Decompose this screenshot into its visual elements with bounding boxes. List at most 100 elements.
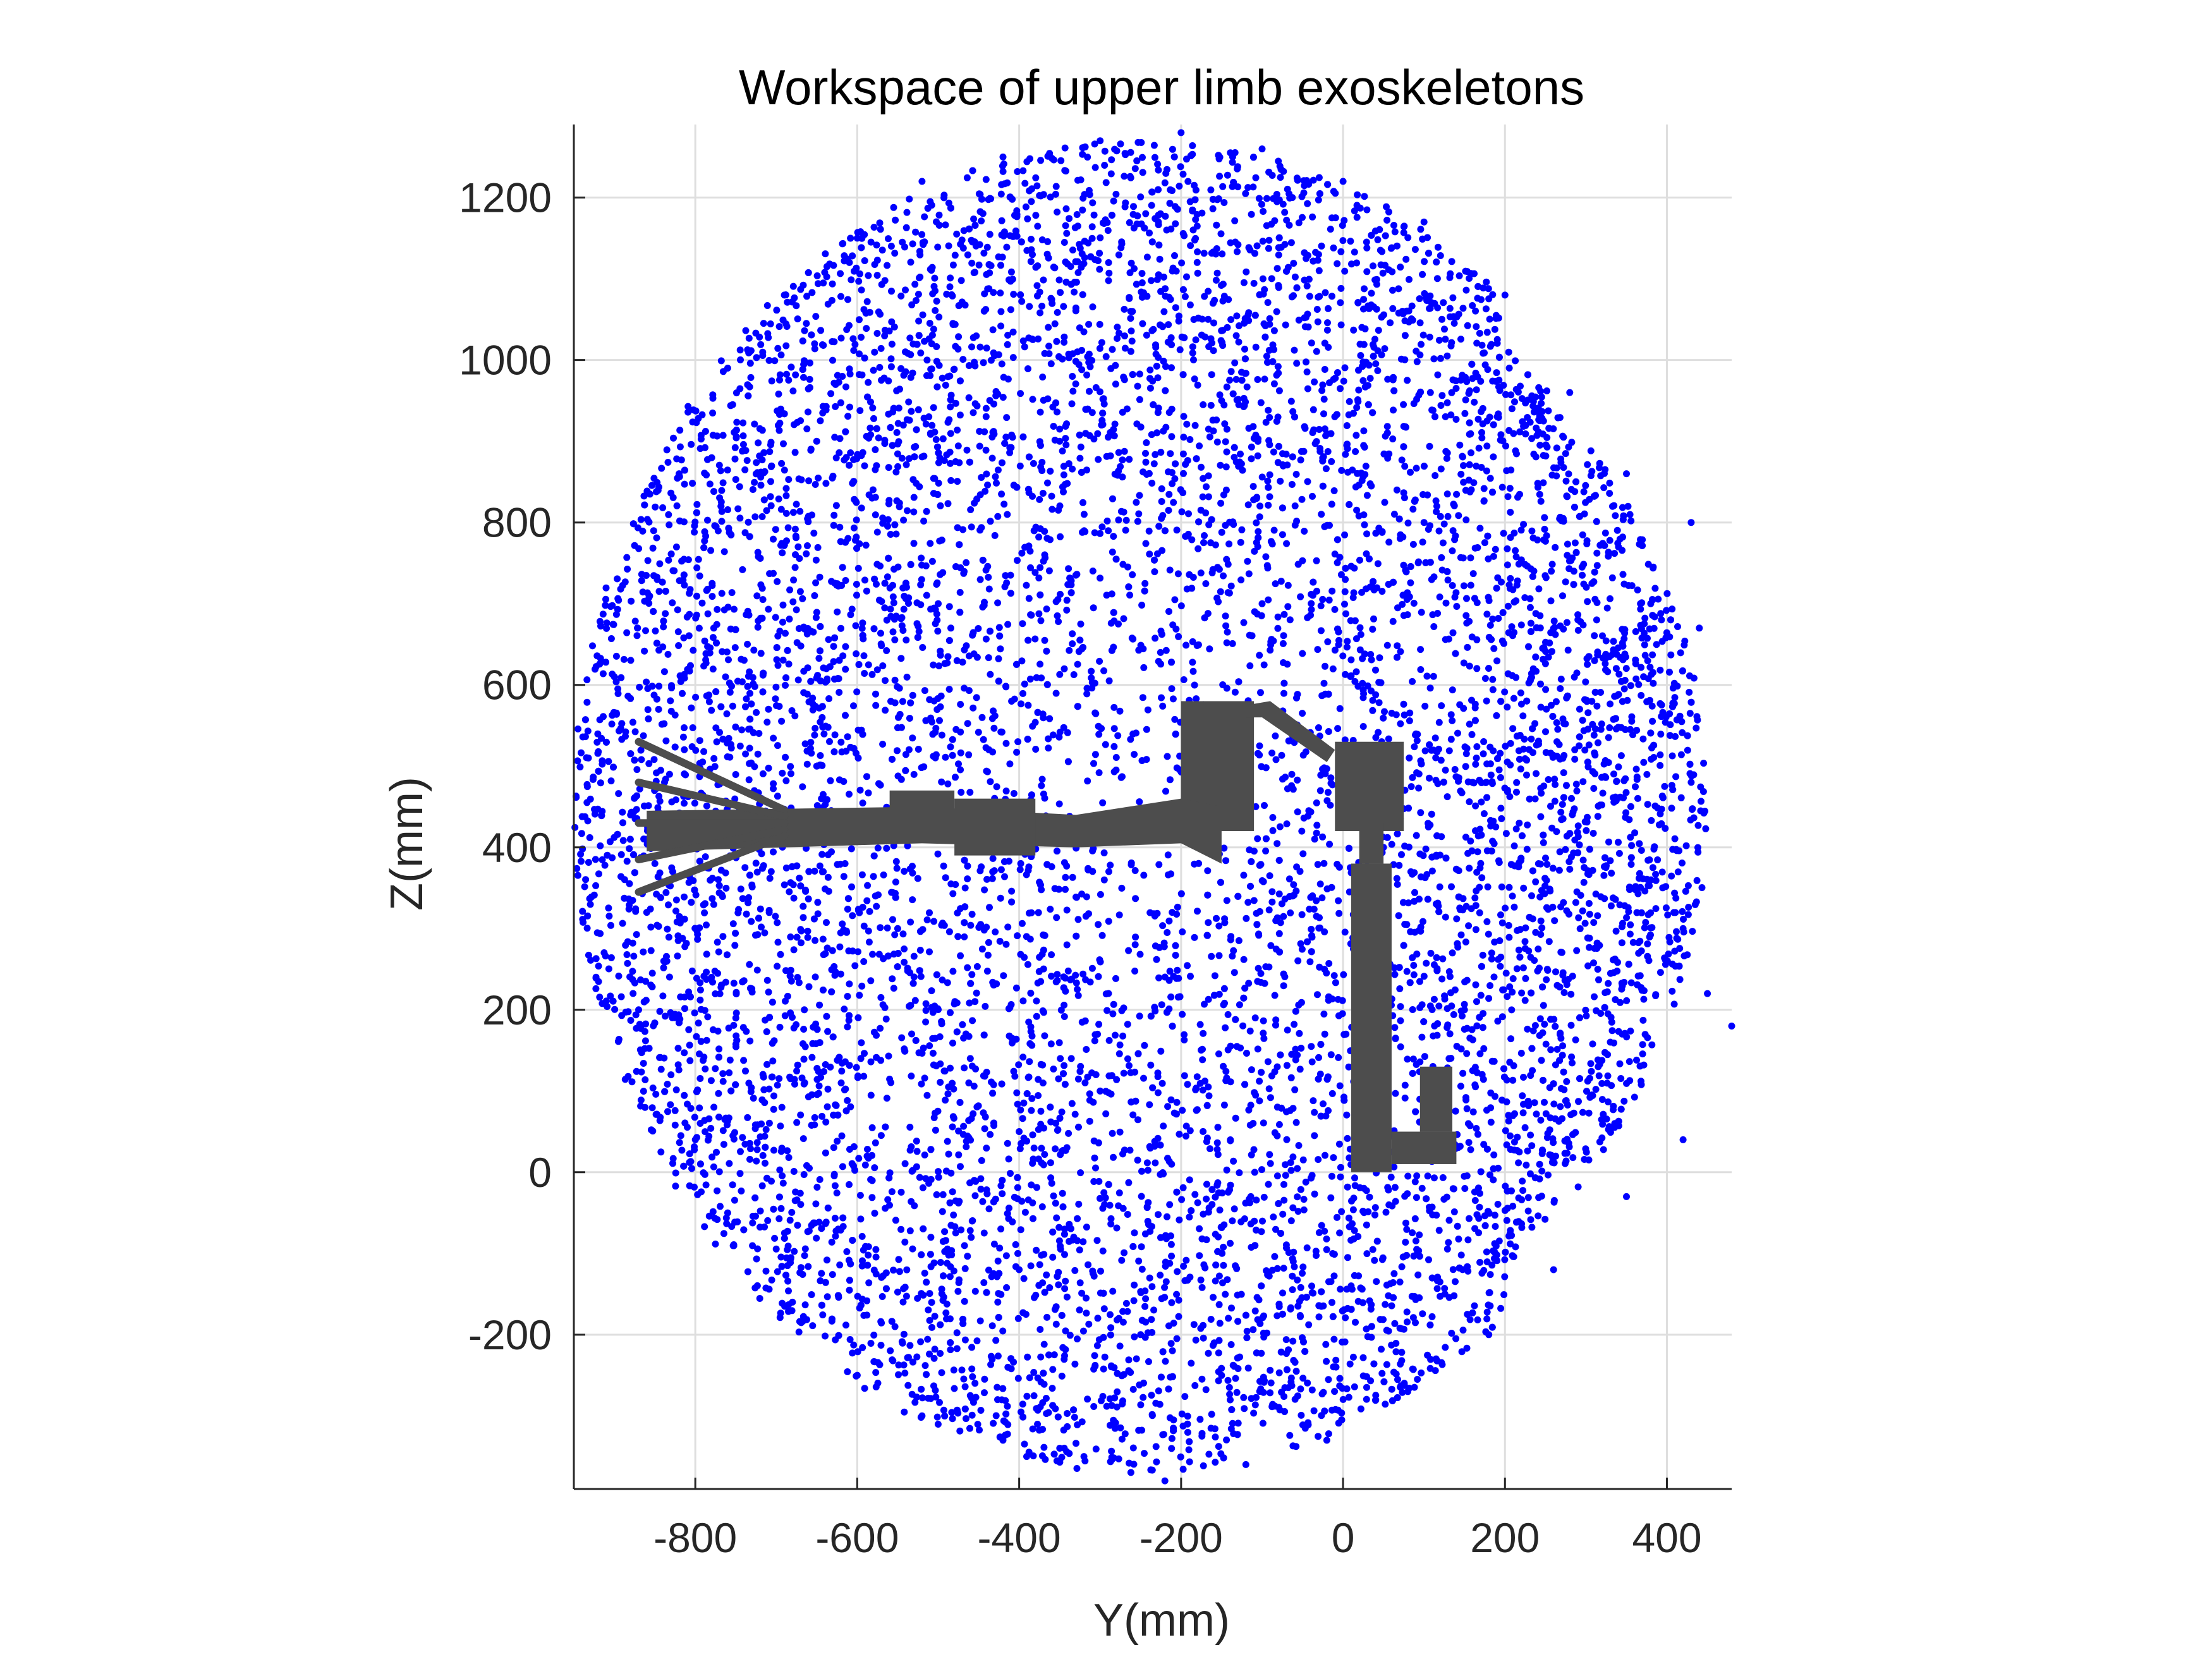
data-point [1452,1335,1460,1342]
data-point [619,808,626,816]
data-point [1342,576,1349,583]
data-point [577,851,585,858]
data-point [969,631,976,639]
data-point [932,620,939,628]
data-point [787,763,794,770]
data-point [1619,571,1627,578]
data-point [596,716,604,724]
data-point [722,673,729,681]
data-point [1674,868,1682,876]
data-point [786,616,793,623]
data-point [890,1267,897,1274]
data-point [1030,459,1037,467]
data-point [889,442,896,449]
data-point [745,334,753,342]
data-point [762,1126,770,1133]
data-point [641,647,648,655]
data-point [796,588,804,595]
data-point [983,344,990,352]
data-point [1273,265,1281,272]
data-point [1225,540,1233,548]
data-point [872,1246,880,1253]
data-point [940,191,948,199]
data-point [1079,1238,1087,1246]
data-point [1449,376,1457,384]
data-point [667,1071,675,1079]
data-point [1012,1241,1019,1248]
data-point [1235,338,1243,346]
data-point [1097,530,1104,537]
data-point [1387,245,1395,252]
data-point [1198,1375,1206,1383]
data-point [745,1079,753,1087]
data-point [1035,533,1043,541]
data-point [1292,471,1300,478]
data-point [1552,968,1559,976]
data-point [1255,528,1262,535]
data-point [1161,1477,1169,1485]
data-point [1407,783,1415,791]
data-point [1462,286,1470,294]
data-point [744,1268,751,1275]
data-point [866,908,873,915]
data-point [747,1088,755,1095]
data-point [812,313,820,320]
data-point [892,1217,899,1224]
data-point [1199,493,1206,501]
data-point [836,449,843,456]
data-point [1571,539,1579,547]
data-point [910,973,918,981]
data-point [1026,909,1033,917]
data-point [1586,911,1593,918]
data-point [981,1125,988,1133]
data-point [1159,702,1167,710]
data-point [796,874,803,882]
data-point [1131,265,1138,272]
data-point [1418,1033,1426,1041]
data-point [1593,562,1601,569]
data-point [1284,603,1292,611]
data-point [1605,549,1612,556]
data-point [1027,564,1034,571]
data-point [1225,589,1233,597]
data-point [901,945,908,952]
data-point [1409,678,1416,685]
data-point [1465,1139,1473,1146]
data-point [667,707,675,715]
data-point [997,308,1005,315]
data-point [1395,861,1403,869]
data-point [1322,289,1329,296]
data-point [1397,1003,1404,1011]
data-point [813,1234,820,1242]
data-point [753,1157,760,1165]
data-point [1121,447,1128,455]
data-point [700,1169,707,1177]
data-point [911,1399,919,1406]
data-point [786,888,793,896]
data-point [627,657,635,664]
data-point [1196,1225,1203,1232]
data-point [806,359,813,367]
data-point [847,449,854,456]
data-point [942,1097,949,1104]
data-point [1579,907,1586,915]
data-point [1486,760,1494,768]
data-point [1025,1018,1033,1026]
data-point [1084,154,1091,161]
data-point [1308,1058,1316,1066]
data-point [1200,1322,1207,1329]
data-point [1524,1207,1532,1215]
data-point [1344,1254,1351,1261]
data-point [612,652,620,660]
data-point [1222,1024,1229,1031]
data-point [928,1299,935,1306]
data-point [1674,623,1681,630]
data-point [1411,743,1418,751]
data-point [817,417,824,425]
data-point [1179,1011,1186,1018]
data-point [615,790,623,798]
data-point [866,424,874,432]
data-point [1062,222,1069,229]
data-point [1661,782,1668,790]
data-point [640,802,648,810]
